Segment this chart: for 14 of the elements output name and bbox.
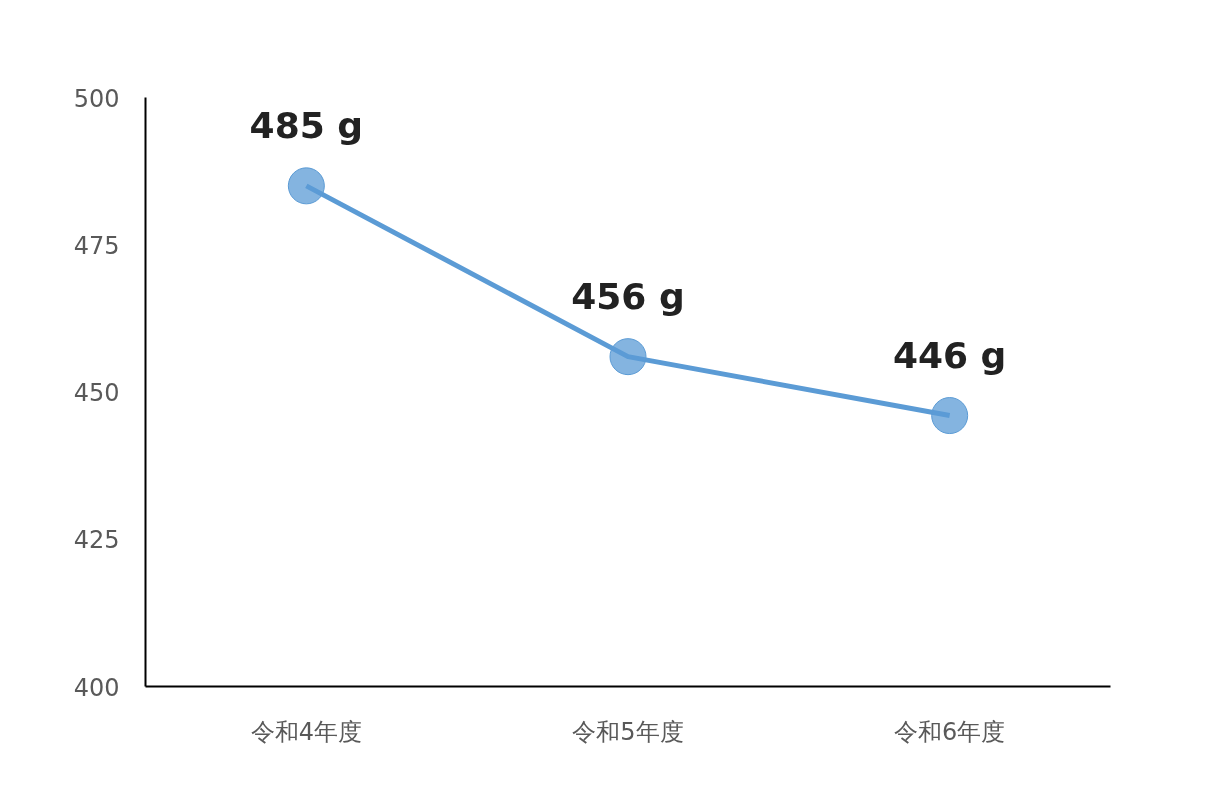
x-tick-label: 令和6年度 <box>894 717 1006 746</box>
point <box>287 167 325 205</box>
x-tick-label: 令和4年度 <box>250 717 362 746</box>
data-label: 446 g <box>892 334 1007 376</box>
data-label: 485 g <box>249 104 364 146</box>
y-tick-label: 450 <box>73 379 120 407</box>
point <box>609 338 647 376</box>
y-tick-label: 425 <box>73 526 120 555</box>
x-tick-label: 令和5年度 <box>572 717 684 746</box>
data-label: 456 g <box>571 275 685 317</box>
y-tick-label: 500 <box>73 84 120 113</box>
y-tick-label: 475 <box>73 231 120 260</box>
y-tick-label: 400 <box>73 673 120 702</box>
point <box>931 397 969 435</box>
